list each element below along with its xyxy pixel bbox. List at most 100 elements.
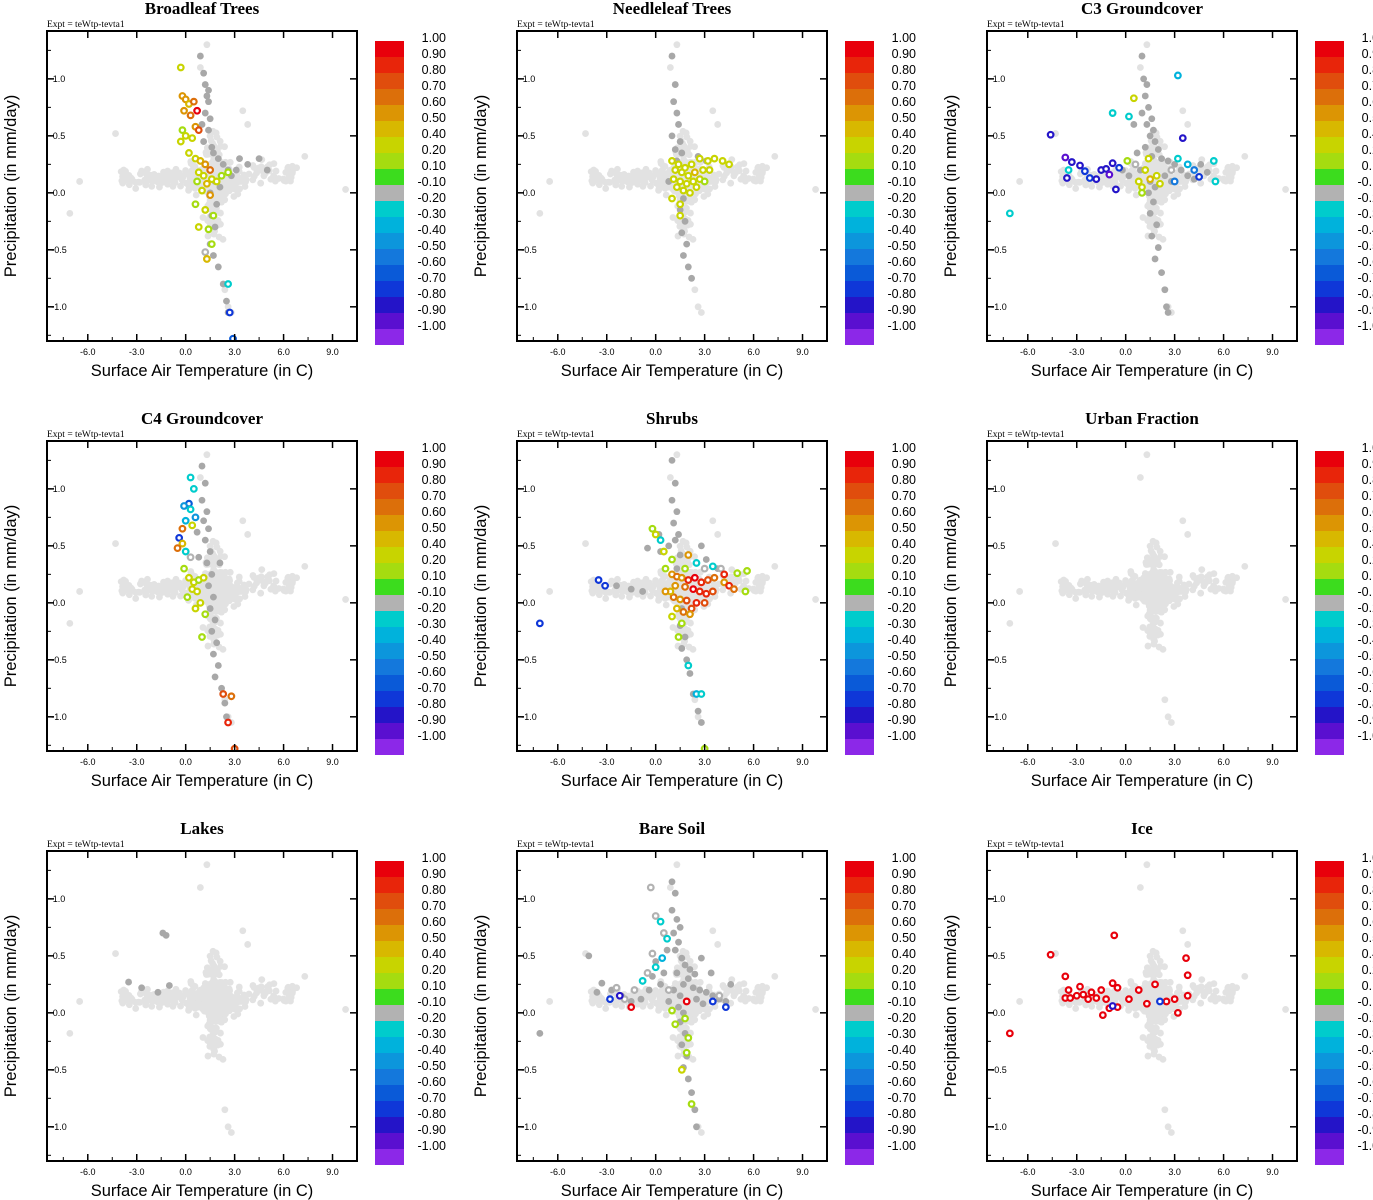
colored-point	[741, 587, 750, 596]
background-point	[233, 589, 241, 596]
colorbar-label: 0.80	[422, 63, 446, 77]
background-point	[204, 1052, 212, 1060]
background-point	[771, 562, 779, 570]
background-point	[182, 987, 189, 994]
colored-point	[185, 149, 193, 157]
colorbar-swatch	[845, 169, 874, 185]
colorbar-label: 1.00	[422, 851, 446, 865]
colored-point	[204, 225, 213, 234]
background-point	[755, 584, 763, 591]
background-point	[709, 517, 717, 525]
colored-point	[668, 612, 676, 621]
colorbar-label: -0.60	[418, 1075, 447, 1089]
background-point	[812, 186, 819, 193]
background-point	[177, 592, 184, 600]
background-point	[750, 175, 757, 183]
background-point	[1072, 595, 1080, 602]
colorbar-label: -0.30	[1358, 207, 1373, 221]
colorbar-swatch	[1315, 531, 1344, 547]
background-point	[1225, 584, 1233, 591]
colorbar-label: 1.00	[892, 31, 916, 45]
grey-point	[216, 559, 224, 567]
colorbar-label: 0.70	[422, 489, 446, 503]
colored-point	[224, 168, 233, 177]
scatter-points	[66, 451, 349, 751]
colorbar-label: 0.90	[422, 867, 446, 881]
colorbar-swatch	[845, 313, 874, 329]
background-point	[1184, 121, 1192, 128]
background-point	[640, 178, 648, 186]
colorbar-label: 0.60	[1362, 505, 1373, 519]
colorbar-swatch	[1315, 451, 1344, 467]
background-point	[647, 182, 654, 190]
background-point	[1157, 630, 1164, 638]
background-point	[209, 960, 217, 967]
background-point	[673, 451, 681, 459]
colored-point	[720, 578, 729, 587]
x-axis-label: Surface Air Temperature (in C)	[561, 772, 784, 790]
colorbar-swatch	[375, 691, 404, 707]
background-point	[170, 178, 178, 186]
colorbar-label: -0.80	[888, 287, 917, 301]
x-tick-label: 3.0	[698, 757, 711, 767]
colored-point	[684, 576, 693, 584]
background-point	[662, 1011, 670, 1019]
colored-point	[206, 191, 215, 200]
colorbar-swatch	[375, 297, 404, 313]
grey-point	[1151, 138, 1159, 145]
background-point	[178, 176, 186, 184]
colored-point	[1063, 174, 1071, 182]
colored-point	[180, 502, 188, 510]
grey-point	[223, 297, 230, 305]
background-point	[66, 619, 74, 627]
background-point	[1179, 107, 1187, 115]
background-point	[217, 209, 224, 217]
background-point	[199, 214, 207, 221]
colored-point	[1178, 134, 1187, 143]
background-point	[203, 861, 211, 869]
background-point	[217, 1029, 224, 1037]
colorbar-label: 0.50	[1362, 521, 1373, 535]
panel-title: C3 Groundcover	[1081, 0, 1203, 18]
x-tick-label: 0.0	[649, 347, 662, 357]
background-point	[136, 999, 144, 1006]
colorbar-swatch	[375, 579, 404, 595]
grey-point	[1161, 286, 1169, 294]
colored-point	[677, 619, 686, 628]
background-point	[706, 185, 714, 193]
background-point	[187, 568, 195, 575]
background-point	[213, 133, 221, 141]
colored-point	[697, 578, 706, 587]
colorbar-label: 0.10	[892, 159, 916, 173]
background-point	[1110, 588, 1118, 596]
background-point	[694, 303, 702, 311]
colorbar-swatch	[375, 1085, 404, 1101]
y-tick-label: -1.0	[521, 302, 537, 312]
background-point	[714, 121, 722, 128]
colored-point	[743, 567, 751, 575]
colorbar-swatch	[1315, 739, 1344, 755]
background-point	[233, 999, 241, 1006]
colorbar-swatch	[1315, 185, 1344, 201]
colored-point	[186, 553, 195, 562]
y-axis-label: Precipitation (in mm/day)	[2, 95, 20, 277]
background-point	[148, 593, 156, 600]
background-point	[742, 167, 750, 175]
grey-point	[1154, 244, 1162, 251]
background-point	[1131, 592, 1139, 600]
colored-point	[201, 160, 210, 169]
x-tick-label: 3.0	[228, 1167, 241, 1177]
grey-point	[1164, 157, 1172, 165]
background-point	[210, 557, 217, 565]
grey-point	[702, 556, 710, 563]
grey-point	[675, 121, 682, 128]
grey-point	[639, 588, 647, 595]
background-point	[709, 107, 717, 115]
colored-point	[699, 166, 707, 174]
grey-point	[676, 206, 684, 214]
colorbar-label: -0.90	[1358, 303, 1373, 317]
background-point	[618, 183, 626, 190]
background-point	[212, 608, 220, 615]
grey-point	[697, 542, 705, 550]
panel-title: Needleleaf Trees	[613, 0, 732, 18]
